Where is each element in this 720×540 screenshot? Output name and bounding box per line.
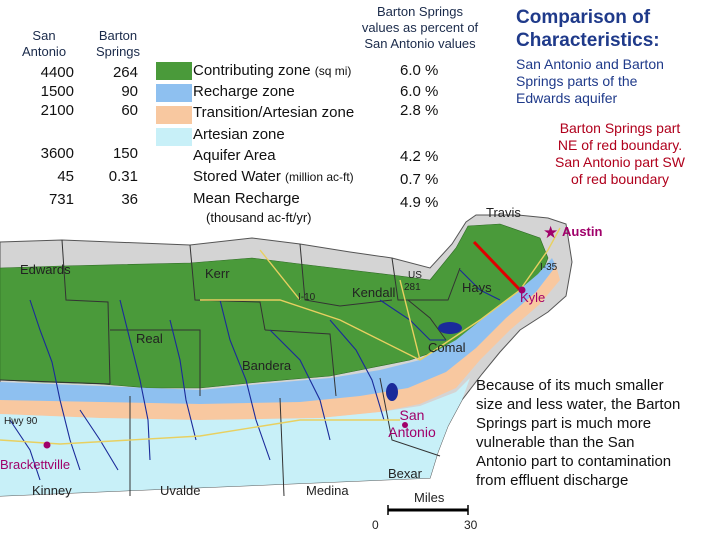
kyle-marker-icon	[518, 286, 526, 294]
scale-tick-0: 0	[372, 518, 379, 532]
title: Comparison of Characteristics:	[516, 7, 660, 51]
row-label-stored-water: Stored Water (million ac-ft)	[193, 168, 354, 185]
highway-label-hwy90: Hwy 90	[4, 416, 38, 427]
header-percent: Barton Springs values as percent of San An…	[361, 4, 479, 51]
county-label-medina: Medina	[306, 483, 349, 498]
row-label-aquifer-area: Aquifer Area	[193, 147, 276, 164]
swatch-artesian	[156, 128, 192, 146]
pct-recharge: 6.0 %	[400, 83, 439, 100]
row-label-contributing: Contributing zone (sq mi)	[193, 62, 352, 79]
county-label-bandera: Bandera	[242, 358, 292, 373]
recharge-unit-label: (thousand ac-ft/yr)	[206, 210, 312, 225]
pct-contributing: 6.0 %	[400, 62, 439, 79]
row-label-transition: Transition/Artesian zone	[193, 104, 355, 121]
city-label-san-antonio: San Antonio	[388, 407, 436, 440]
county-lines	[0, 239, 461, 497]
canyon-lake	[438, 322, 462, 334]
county-label-kinney: Kinney	[32, 483, 72, 498]
sa-value-contributing: 4400	[40, 64, 74, 81]
artesian-zone	[0, 378, 470, 496]
pct-mean-recharge: 4.9 %	[400, 194, 439, 211]
bs-value-recharge: 90	[121, 83, 138, 100]
highway-label-281: 281	[404, 282, 421, 293]
red-boundary-line	[472, 240, 522, 292]
bs-value-stored-water: 0.31	[108, 168, 138, 185]
header-barton-springs: Barton Springs	[95, 28, 141, 59]
swatch-recharge	[156, 84, 192, 102]
swatch-transition	[156, 106, 192, 124]
pct-transition: 2.8 %	[400, 102, 439, 119]
sa-value-transition: 2100	[40, 102, 74, 119]
county-label-uvalde: Uvalde	[160, 483, 201, 498]
county-label-hays: Hays	[462, 280, 492, 295]
sa-value-mean-recharge: 731	[48, 191, 74, 208]
brackettville-marker-icon	[43, 441, 51, 449]
bs-value-aquifer-area: 150	[112, 145, 138, 162]
subtitle: San Antonio and Barton Springs parts of t…	[516, 56, 664, 106]
highway-label-us: US	[408, 270, 422, 281]
rivers	[9, 269, 501, 481]
bs-value-contributing: 264	[112, 64, 138, 81]
sa-value-aquifer-area: 3600	[40, 145, 74, 162]
bs-value-transition: 60	[121, 102, 138, 119]
row-label-mean-recharge: Mean Recharge	[193, 190, 300, 207]
sa-value-recharge: 1500	[40, 83, 74, 100]
san-antonio-marker-icon	[402, 422, 408, 428]
swatch-contributing	[156, 62, 192, 80]
conclusion-note: Because of its much smaller size and less…	[476, 377, 681, 489]
pct-stored-water: 0.7 %	[400, 171, 439, 188]
county-label-travis: Travis	[486, 205, 521, 220]
highway-label-i35: I-35	[540, 262, 558, 273]
row-label-recharge: Recharge zone	[193, 83, 295, 100]
row-label-artesian: Artesian zone	[193, 126, 285, 143]
county-label-comal: Comal	[428, 340, 466, 355]
county-label-real: Real	[136, 331, 163, 346]
pct-aquifer-area: 4.2 %	[400, 148, 439, 165]
austin-star-icon: ★	[543, 223, 558, 243]
county-label-kendall: Kendall	[352, 285, 396, 300]
county-label-bexar: Bexar	[388, 466, 422, 481]
city-label-kyle: Kyle	[520, 290, 546, 305]
boundary-note: Barton Springs part NE of red boundary. Sa…	[555, 120, 685, 187]
recharge-zone	[0, 258, 556, 404]
city-label-brackettville: Brackettville	[0, 457, 71, 472]
medina-lake	[386, 383, 398, 401]
scale-tick-30: 30	[464, 518, 478, 532]
city-label-austin: Austin	[562, 224, 603, 239]
sa-value-stored-water: 45	[57, 168, 74, 185]
bs-value-mean-recharge: 36	[121, 191, 138, 208]
county-label-kerr: Kerr	[205, 266, 230, 281]
county-label-edwards: Edwards	[20, 262, 71, 277]
scale-label: Miles	[414, 490, 445, 505]
highway-label-i10: I-10	[298, 292, 316, 303]
header-san-antonio: San Antonio	[21, 28, 67, 59]
